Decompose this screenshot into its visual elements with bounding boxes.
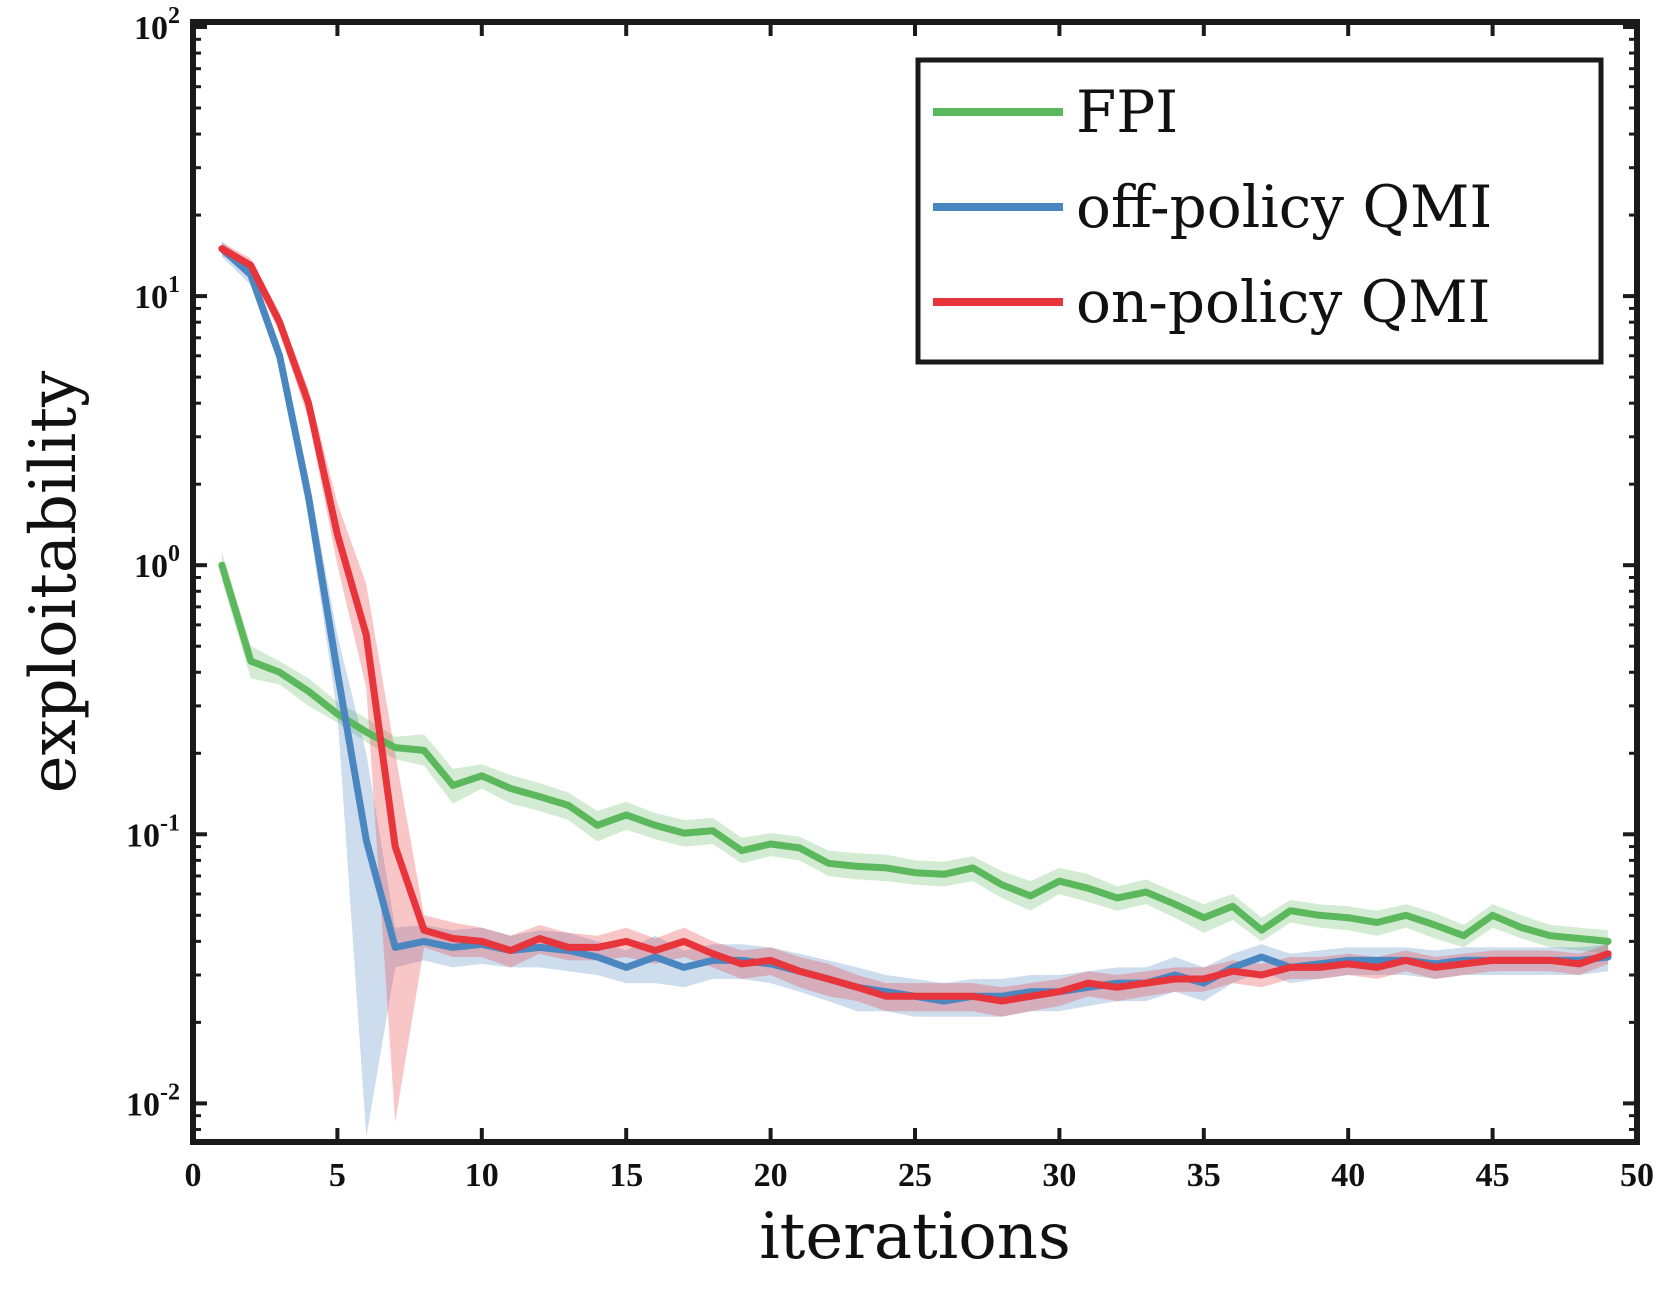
fpi-legend-label: FPI bbox=[1076, 78, 1178, 146]
on-policy-qmi-band bbox=[221, 242, 1609, 1123]
legend-entries: FPI off-policy QMI on-policy QMI bbox=[933, 78, 1492, 336]
x-tick-label: 50 bbox=[1620, 1157, 1654, 1194]
y-tick-label: 10-2 bbox=[126, 1079, 180, 1123]
x-tick-label: 40 bbox=[1331, 1157, 1365, 1194]
x-tick-label: 5 bbox=[329, 1157, 346, 1194]
y-tick-labels: 10-2 10-1 100 101 102 bbox=[126, 3, 180, 1123]
x-tick-label: 45 bbox=[1476, 1157, 1510, 1194]
x-tick-label: 25 bbox=[898, 1157, 932, 1194]
off-policy-qmi-legend-label: off-policy QMI bbox=[1076, 173, 1492, 241]
x-tick-label: 30 bbox=[1042, 1157, 1076, 1194]
y-tick-label: 102 bbox=[134, 3, 180, 47]
off-policy-qmi-band bbox=[221, 241, 1609, 1137]
x-tick-label: 20 bbox=[754, 1157, 788, 1194]
confidence-bands bbox=[221, 241, 1609, 1137]
on-policy-qmi-legend-label: on-policy QMI bbox=[1076, 268, 1491, 336]
legend: FPI off-policy QMI on-policy QMI bbox=[915, 57, 1604, 365]
on-policy-qmi-line bbox=[218, 245, 1612, 1005]
y-tick-label: 10-1 bbox=[126, 810, 180, 854]
x-tick-label: 0 bbox=[185, 1157, 202, 1194]
y-axis-label: exploitability bbox=[17, 371, 91, 794]
x-axis-label: iterations bbox=[759, 1200, 1071, 1274]
y-tick-label: 101 bbox=[134, 272, 180, 316]
axis-ticks bbox=[191, 22, 1639, 1142]
x-tick-label: 15 bbox=[609, 1157, 643, 1194]
x-tick-labels: 0 5 10 15 20 25 30 35 40 45 50 bbox=[185, 1157, 1655, 1194]
series-lines bbox=[218, 245, 1612, 1005]
x-tick-label: 10 bbox=[465, 1157, 499, 1194]
x-tick-label: 35 bbox=[1187, 1157, 1221, 1194]
fpi-line bbox=[218, 561, 1612, 945]
y-tick-label: 100 bbox=[134, 541, 180, 585]
